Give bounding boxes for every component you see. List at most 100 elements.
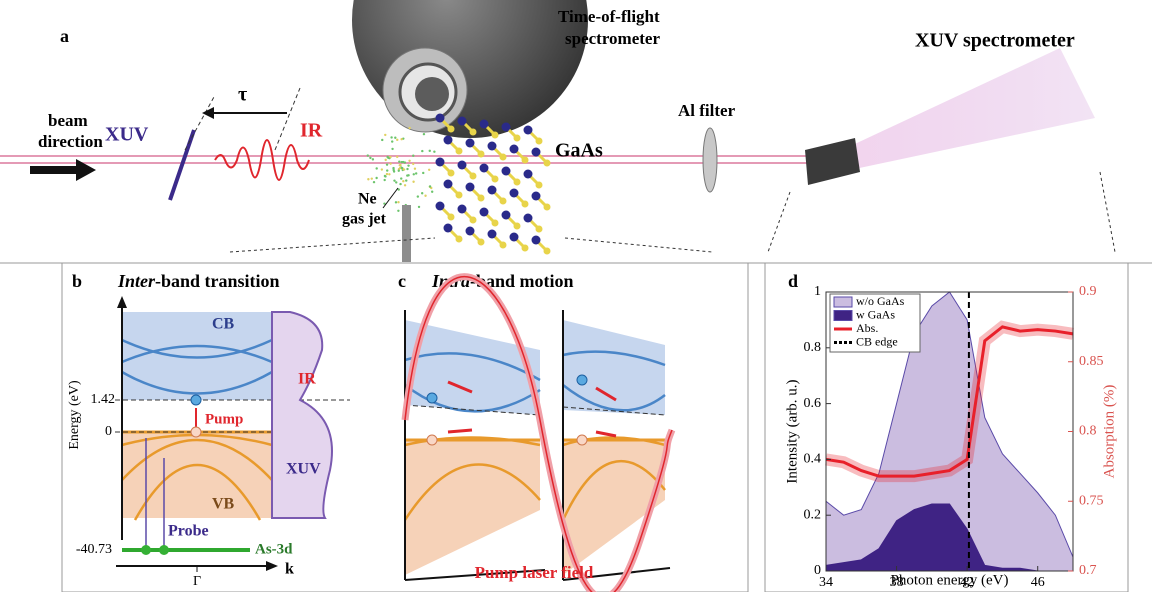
atom bbox=[436, 158, 445, 167]
panel-label: b bbox=[72, 271, 82, 291]
gas-particle bbox=[406, 168, 408, 170]
beam-label: beam bbox=[48, 111, 88, 130]
k-label: k bbox=[285, 561, 294, 578]
vb-region bbox=[405, 440, 540, 575]
gas-label: Ne bbox=[358, 191, 377, 208]
gas-particle bbox=[389, 156, 391, 158]
electron bbox=[577, 375, 587, 385]
y-tick-label: 0 bbox=[814, 563, 821, 578]
atom bbox=[492, 132, 499, 139]
xuv-label: XUV bbox=[286, 461, 321, 478]
gas-particle bbox=[431, 191, 433, 193]
gas-nozzle bbox=[402, 205, 411, 262]
atom bbox=[466, 139, 475, 148]
core-hole bbox=[159, 545, 169, 555]
gas-particle bbox=[421, 192, 423, 194]
al-filter-label: Al filter bbox=[678, 101, 736, 120]
atom bbox=[470, 129, 477, 136]
atom bbox=[544, 204, 551, 211]
atom bbox=[444, 136, 453, 145]
y-tick-label: 0.6 bbox=[804, 396, 822, 411]
gas-particle bbox=[375, 177, 377, 179]
gas-particle bbox=[412, 155, 414, 157]
legend-label: w/o GaAs bbox=[856, 294, 905, 308]
gas-particle bbox=[400, 177, 402, 179]
gas-particle bbox=[404, 184, 406, 186]
core-hole bbox=[141, 545, 151, 555]
gas-particle bbox=[376, 167, 378, 169]
figure: a beam direction XUV IR τ Time-of-flight… bbox=[0, 0, 1152, 592]
atom bbox=[456, 192, 463, 199]
hole bbox=[577, 435, 587, 445]
gas-particle bbox=[386, 173, 388, 175]
atom bbox=[502, 167, 511, 176]
atom bbox=[436, 202, 445, 211]
atom bbox=[524, 214, 533, 223]
panel-b: b Inter-band transition CB VB IR Pump XU… bbox=[67, 271, 350, 589]
electron bbox=[191, 395, 201, 405]
panel-label: c bbox=[398, 271, 406, 291]
y2-tick-label: 0.9 bbox=[1079, 284, 1097, 299]
tof-spectrometer bbox=[352, 0, 588, 138]
panel-a: a beam direction XUV IR τ Time-of-flight… bbox=[0, 0, 1115, 262]
legend-label: w GaAs bbox=[856, 307, 895, 321]
atom bbox=[470, 217, 477, 224]
atom bbox=[514, 223, 521, 230]
al-filter bbox=[703, 128, 717, 192]
gas-particle bbox=[391, 148, 393, 150]
gas-particle bbox=[433, 151, 435, 153]
gas-particle bbox=[391, 140, 393, 142]
atom bbox=[532, 236, 541, 245]
atom bbox=[448, 170, 455, 177]
gas-particle bbox=[396, 139, 398, 141]
core-label: As-3d bbox=[255, 541, 293, 557]
atom bbox=[456, 148, 463, 155]
hole bbox=[191, 427, 201, 437]
atom bbox=[466, 183, 475, 192]
atom bbox=[510, 189, 519, 198]
gas-particle bbox=[402, 161, 404, 163]
ir-pulse bbox=[215, 140, 309, 180]
dash bbox=[185, 95, 215, 150]
y2-axis-label: Absorption (%) bbox=[1101, 385, 1117, 479]
gas-particle bbox=[397, 201, 399, 203]
atom bbox=[500, 242, 507, 249]
xuv-cone bbox=[842, 48, 1095, 170]
panel-label: a bbox=[60, 26, 69, 46]
gas-particle bbox=[388, 173, 390, 175]
gas-particle bbox=[372, 158, 374, 160]
gas-particle bbox=[386, 169, 388, 171]
atom bbox=[536, 182, 543, 189]
gas-particle bbox=[413, 173, 415, 175]
gas-particle bbox=[395, 201, 397, 203]
level-label: -40.73 bbox=[76, 542, 112, 557]
atom bbox=[458, 205, 467, 214]
atom bbox=[478, 151, 485, 158]
gas-particle bbox=[407, 164, 409, 166]
gas-particle bbox=[384, 175, 386, 177]
axis-head bbox=[266, 561, 278, 571]
atom bbox=[492, 176, 499, 183]
atom bbox=[444, 224, 453, 233]
atom bbox=[466, 227, 475, 236]
y-tick-label: 0.2 bbox=[804, 507, 822, 522]
atom bbox=[522, 245, 529, 252]
gas-particle bbox=[390, 136, 392, 138]
gas-particle bbox=[397, 210, 399, 212]
atom bbox=[536, 138, 543, 145]
beam-label: direction bbox=[38, 132, 103, 151]
x-tick-label: 46 bbox=[1031, 575, 1045, 590]
atom bbox=[448, 126, 455, 133]
panel-c: c Intra-band motion Pump laser field bbox=[398, 271, 672, 592]
atom bbox=[522, 201, 529, 208]
atom bbox=[514, 135, 521, 142]
gas-particle bbox=[398, 161, 400, 163]
atom bbox=[502, 211, 511, 220]
dash bbox=[275, 88, 300, 150]
probe-label: Probe bbox=[168, 523, 209, 540]
title-rest: -band transition bbox=[155, 271, 280, 291]
panel-label: d bbox=[788, 271, 798, 291]
gas-pointer bbox=[383, 188, 398, 208]
y2-tick-label: 0.8 bbox=[1079, 424, 1097, 439]
gas-particle bbox=[405, 179, 407, 181]
